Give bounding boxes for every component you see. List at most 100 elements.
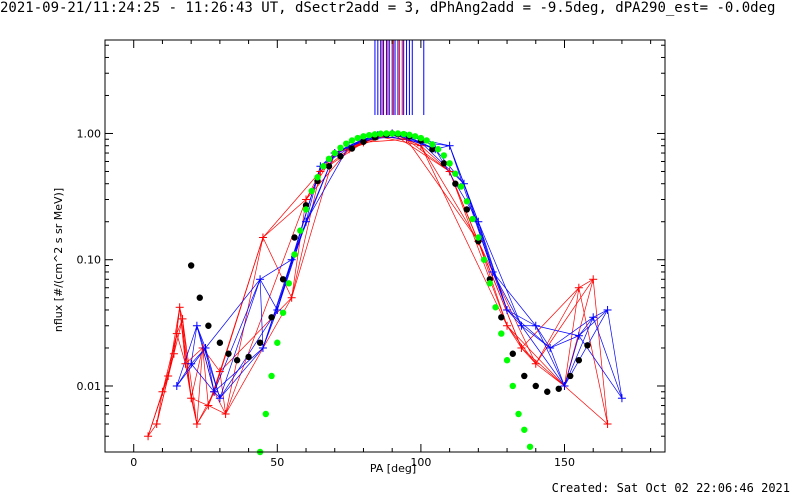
series-line-segment: [607, 309, 623, 399]
fit-curve-dot: [337, 144, 344, 152]
series-line-segment: [506, 309, 522, 326]
series-line-segment: [521, 287, 580, 349]
series-line-segment: [196, 347, 203, 425]
fit-curve-dot: [417, 134, 425, 142]
series-line-segment: [208, 405, 226, 415]
fit-curve-dot: [320, 163, 327, 170]
series-line-segment: [549, 347, 565, 387]
y-tick-label: 0.10: [77, 254, 102, 267]
fit-curve-dot: [498, 314, 505, 321]
fit-curve-dot: [354, 134, 361, 142]
series-line-segment: [578, 287, 608, 425]
series-line-segment: [213, 391, 226, 415]
fit-curve-dot: [216, 339, 224, 346]
fit-curve-dot: [400, 130, 407, 138]
fit-curve-dot: [555, 385, 562, 392]
series-line-segment: [262, 171, 321, 238]
fit-curve-dot: [584, 342, 591, 349]
fit-curve-dot: [521, 426, 528, 433]
fit-curve-dot: [285, 280, 292, 287]
series-line-segment: [190, 347, 203, 399]
fit-curve-dot: [544, 388, 551, 395]
fit-curve-dot: [279, 309, 287, 316]
fit-curve-dot: [486, 280, 494, 287]
series-line-segment: [478, 221, 508, 311]
series-line-segment: [363, 138, 407, 143]
axes: 0 50 100 150 0.01 0.10 1.00: [77, 39, 666, 469]
series-line-segment: [291, 171, 321, 298]
y-axis-label: nflux [#/(cm^2 s sr MeV)]: [52, 188, 65, 332]
series-line-segment: [578, 309, 608, 337]
series-line-segment: [182, 318, 198, 425]
fit-curve-dot: [348, 137, 356, 144]
series-line-segment: [205, 279, 261, 349]
series-line-segment: [592, 279, 608, 425]
series-line-segment: [506, 309, 551, 349]
series-line-segment: [190, 363, 215, 392]
series-line-segment: [506, 325, 565, 387]
series-line-segment: [420, 145, 508, 326]
series-line-segment: [196, 325, 215, 392]
fit-curve-dot: [452, 170, 459, 177]
series-line-segment: [521, 347, 537, 364]
series-line-segment: [521, 325, 565, 387]
series-line-segment: [291, 199, 307, 298]
fit-curve-dot: [371, 131, 379, 138]
x-tick-label: 150: [554, 456, 575, 469]
fit-curve-dot: [515, 410, 522, 418]
series-line-segment: [225, 199, 307, 415]
series-line-segment: [219, 371, 226, 415]
fit-curve-dot: [366, 131, 373, 139]
fit-curve-dot: [388, 130, 396, 137]
fit-curve-dot: [411, 133, 419, 140]
fit-curve-dot: [434, 146, 442, 153]
fit-curve-dot: [274, 339, 281, 346]
series-line-segment: [549, 335, 579, 349]
fit-curve-dot: [406, 131, 413, 139]
fit-curve-dot: [297, 227, 304, 234]
y-tick-label: 1.00: [77, 127, 102, 140]
series-line-segment: [191, 397, 209, 406]
fit-curve-dot: [526, 443, 534, 450]
fit-curve-dot: [256, 339, 264, 346]
fit-curve-dot: [348, 145, 356, 152]
fit-curve-dot: [279, 276, 287, 283]
series-line-segment: [521, 347, 565, 387]
fit-curve-dot: [196, 294, 203, 301]
series-line-segment: [535, 287, 580, 364]
series-line-segment: [219, 347, 264, 399]
series-line-segment: [492, 271, 522, 326]
fit-curve-dot: [532, 382, 539, 390]
series-line-segment: [262, 199, 307, 238]
series-line-segment: [262, 237, 292, 298]
series-line-segment: [593, 309, 608, 318]
fit-curve-dot: [377, 130, 384, 137]
fit-curve-dot: [394, 130, 402, 137]
fit-curve-dot: [475, 234, 482, 241]
fit-curve-dot: [302, 206, 310, 213]
fit-curve-dot: [245, 353, 252, 361]
series-line-segment: [535, 325, 565, 387]
series-line-segment: [213, 279, 261, 392]
series-line-segment: [176, 325, 198, 387]
x-tick-label: 100: [410, 456, 431, 469]
fit-curve-dot: [314, 174, 321, 181]
fit-curve-dot: [187, 262, 195, 269]
fit-curve-dot: [325, 163, 333, 170]
chart-title: 2021-09-21/11:24:25 - 11:26:43 UT, dSect…: [0, 0, 776, 16]
fit-curve-dot: [469, 215, 476, 223]
series-line-segment: [205, 347, 215, 392]
series-line-segment: [259, 279, 278, 311]
series-line-segment: [190, 325, 198, 364]
fit-curve-dot: [509, 350, 516, 357]
fit-curve-dot: [457, 183, 465, 190]
series-line-segment: [219, 279, 261, 399]
series-line-segment: [176, 307, 181, 334]
fit-curve-dot: [440, 160, 448, 167]
fit-curve-dot: [509, 382, 516, 390]
fit-curve-dot: [360, 133, 367, 140]
series-line-segment: [578, 317, 594, 336]
series-line-segment: [592, 317, 623, 399]
fit-curve-dot: [567, 372, 574, 380]
